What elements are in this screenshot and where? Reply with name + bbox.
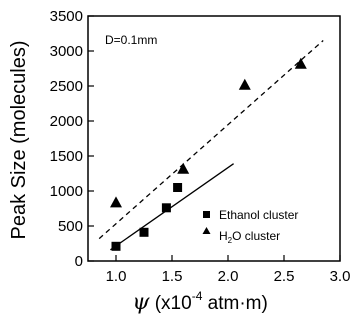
data-point-water <box>177 162 190 174</box>
legend-marker-triangle <box>202 227 211 234</box>
y-tick-label: 500 <box>58 218 83 235</box>
data-point-water <box>238 78 251 90</box>
x-tick-label: 2.0 <box>218 268 239 285</box>
y-tick-label: 3500 <box>50 8 83 25</box>
legend: Ethanol cluster H2O cluster <box>202 208 298 245</box>
y-tick-label: 1500 <box>50 148 83 165</box>
y-tick-label: 2500 <box>50 78 83 95</box>
x-tick-label: 2.5 <box>274 268 295 285</box>
data-point-ethanol <box>111 241 121 251</box>
data-point-ethanol <box>161 203 171 213</box>
x-tick-label: 3.0 <box>330 268 351 285</box>
y-axis-label: Peak Size (molecules) <box>8 41 30 240</box>
data-point-ethanol <box>173 183 183 192</box>
y-tick-label: 2000 <box>50 113 83 130</box>
y-tick-label: 0 <box>75 253 83 270</box>
y-tick-label: 1000 <box>50 183 83 200</box>
fit-line-solid <box>110 163 234 251</box>
x-tick-label: 1.5 <box>162 268 183 285</box>
x-tick-label: 1.0 <box>106 268 127 285</box>
legend-label-water: H2O cluster <box>219 229 280 245</box>
legend-marker-square <box>203 211 210 218</box>
psi-symbol: ψ <box>132 290 150 315</box>
y-tick-label: 3000 <box>50 43 83 60</box>
x-axis-label: ψ (x10-4 atm·m) <box>132 289 268 315</box>
chart-annotation: D=0.1mm <box>105 33 157 47</box>
fit-line-dashed <box>98 40 324 240</box>
data-point-water <box>110 196 122 208</box>
data-point-ethanol <box>139 227 149 237</box>
plot-frame <box>87 15 341 262</box>
legend-label-ethanol: Ethanol cluster <box>219 208 298 222</box>
data-point-water <box>294 57 307 69</box>
